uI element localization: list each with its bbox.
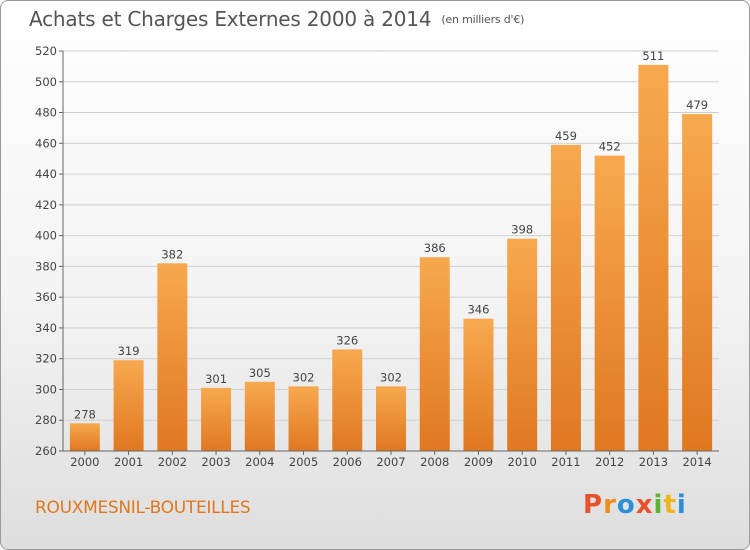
bar — [638, 64, 669, 451]
x-tick-label: 2010 — [508, 455, 537, 469]
bar — [244, 381, 275, 451]
bar-value-label: 326 — [336, 333, 358, 347]
bar-value-label: 346 — [467, 303, 489, 317]
y-tick-label: 400 — [35, 229, 57, 243]
y-tick-label: 320 — [35, 352, 57, 366]
bar — [594, 155, 625, 451]
bar-value-label: 459 — [555, 129, 577, 143]
x-tick-label: 2002 — [158, 455, 187, 469]
bar-value-label: 302 — [380, 370, 402, 384]
x-tick-label: 2012 — [595, 455, 624, 469]
y-tick-label: 300 — [35, 382, 57, 396]
bar — [376, 386, 406, 451]
bar — [201, 387, 232, 451]
y-tick-label: 500 — [35, 75, 57, 89]
x-tick-label: 2008 — [420, 455, 449, 469]
y-tick-label: 260 — [35, 444, 57, 458]
bar-value-label: 398 — [511, 223, 533, 237]
y-tick-label: 520 — [35, 44, 57, 58]
y-tick-label: 480 — [35, 106, 57, 120]
bar-value-label: 305 — [249, 366, 271, 380]
bar — [69, 423, 100, 451]
y-tick-label: 360 — [35, 290, 57, 304]
x-tick-label: 2014 — [682, 455, 711, 469]
logo-letter: i — [676, 490, 687, 520]
logo-letter: t — [663, 490, 677, 520]
y-tick-label: 460 — [35, 136, 57, 150]
bar — [113, 360, 144, 451]
bar-value-label: 302 — [293, 370, 315, 384]
x-tick-label: 2013 — [639, 455, 668, 469]
chart-title: Achats et Charges Externes 2000 à 2014 (e… — [29, 7, 524, 31]
x-tick-label: 2009 — [464, 455, 493, 469]
x-tick-label: 2000 — [70, 455, 99, 469]
y-tick-label: 280 — [35, 413, 57, 427]
bar-value-label: 319 — [118, 344, 140, 358]
bar-value-label: 301 — [205, 372, 227, 386]
logo-letter: i — [653, 490, 664, 520]
logo-letter: o — [616, 490, 636, 520]
proxiti-logo: Proxiti — [583, 490, 687, 520]
x-tick-label: 2007 — [376, 455, 405, 469]
y-tick-label: 440 — [35, 167, 57, 181]
x-tick-label: 2003 — [201, 455, 230, 469]
location-name: ROUXMESNIL-BOUTEILLES — [35, 498, 251, 518]
bar — [332, 349, 363, 451]
bar-value-label: 386 — [424, 241, 446, 255]
bar — [157, 263, 188, 451]
bar — [682, 114, 713, 452]
axes — [59, 50, 719, 455]
labels: 260 280 300 320 340 360 380 400 420 440 460 480 500 5… — [35, 44, 712, 469]
chart-title-text: Achats et Charges Externes 2000 à 2014 — [29, 7, 432, 31]
bar-value-label: 511 — [642, 49, 664, 63]
x-tick-label: 2001 — [114, 455, 143, 469]
y-tick-label: 340 — [35, 321, 57, 335]
logo-letter: P — [583, 490, 604, 520]
bar — [463, 318, 494, 451]
bar-value-label: 452 — [599, 140, 621, 154]
bar — [419, 257, 450, 451]
x-tick-label: 2011 — [551, 455, 580, 469]
logo-letter: r — [603, 490, 617, 520]
logo-letter: x — [635, 490, 654, 520]
y-tick-label: 380 — [35, 259, 57, 273]
bar — [550, 144, 581, 451]
bar-value-label: 278 — [74, 407, 96, 421]
x-tick-label: 2004 — [245, 455, 274, 469]
bars — [69, 64, 713, 452]
y-tick-label: 420 — [35, 198, 57, 212]
x-tick-label: 2006 — [333, 455, 362, 469]
bar — [288, 386, 319, 451]
x-tick-label: 2005 — [289, 455, 318, 469]
unit-note: (en milliers d'€) — [441, 13, 525, 26]
bar-value-label: 479 — [686, 98, 708, 112]
bar — [507, 238, 538, 451]
bar-value-label: 382 — [161, 247, 183, 261]
